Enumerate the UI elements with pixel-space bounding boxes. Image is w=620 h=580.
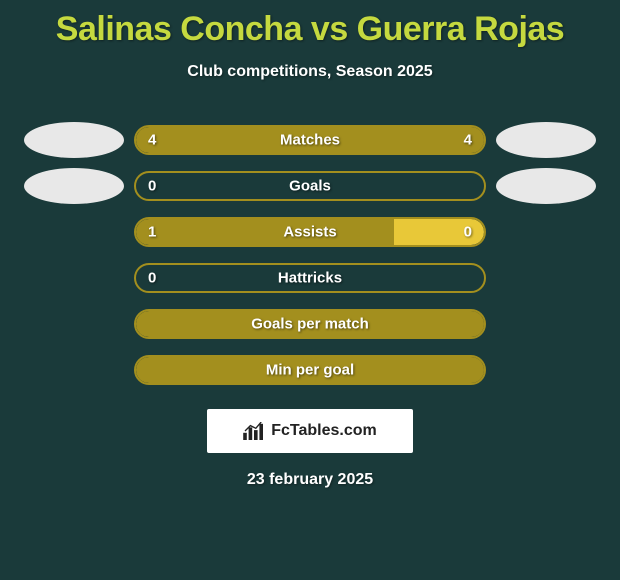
watermark: FcTables.com	[207, 409, 413, 453]
player-right-avatar	[496, 168, 596, 204]
page-title: Salinas Concha vs Guerra Rojas	[0, 0, 620, 49]
bar-track: Goals per match	[134, 309, 486, 339]
bar-track: 0Hattricks	[134, 263, 486, 293]
bar-track: 10Assists	[134, 217, 486, 247]
subtitle: Club competitions, Season 2025	[0, 63, 620, 81]
stat-row: 44Matches	[0, 117, 620, 163]
stat-row: Min per goal	[0, 347, 620, 393]
bar-track: 0Goals	[134, 171, 486, 201]
stat-label: Goals	[136, 178, 484, 195]
chart-icon	[243, 422, 265, 440]
player-right-avatar	[496, 122, 596, 158]
stat-row: 10Assists	[0, 209, 620, 255]
stat-label: Matches	[136, 132, 484, 149]
stat-label: Hattricks	[136, 270, 484, 287]
comparison-chart: 44Matches 0Goals 10Assists 0Hattricks Goals …	[0, 117, 620, 393]
stat-row: 0Hattricks	[0, 255, 620, 301]
bar-track: 44Matches	[134, 125, 486, 155]
stat-label: Assists	[136, 224, 484, 241]
player-left-avatar	[24, 168, 124, 204]
stat-label: Min per goal	[136, 362, 484, 379]
watermark-text: FcTables.com	[271, 422, 377, 440]
bar-track: Min per goal	[134, 355, 486, 385]
date-label: 23 february 2025	[0, 471, 620, 489]
player-left-avatar	[24, 122, 124, 158]
stat-row: Goals per match	[0, 301, 620, 347]
stat-label: Goals per match	[136, 316, 484, 333]
stat-row: 0Goals	[0, 163, 620, 209]
